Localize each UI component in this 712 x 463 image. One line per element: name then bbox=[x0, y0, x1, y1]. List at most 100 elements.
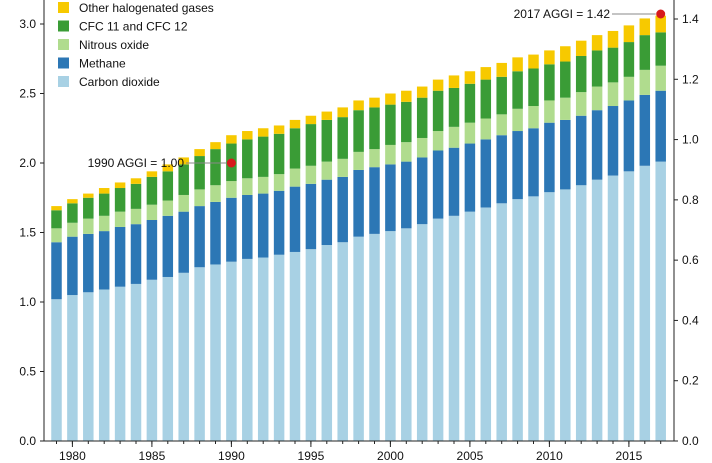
bar-segment-nitrous-oxide-1996 bbox=[321, 161, 333, 180]
bar-segment-carbon-dioxide-2006 bbox=[480, 207, 492, 441]
bar-segment-methane-1985 bbox=[146, 219, 158, 280]
annotation-marker bbox=[656, 9, 666, 19]
bar-segment-other-halogenated-gases-2007 bbox=[496, 62, 507, 77]
bar-segment-methane-1987 bbox=[178, 211, 189, 273]
bar-segment-methane-1982 bbox=[98, 231, 110, 290]
bar-segment-carbon-dioxide-2009 bbox=[528, 196, 539, 441]
bar-segment-carbon-dioxide-1979 bbox=[51, 299, 62, 441]
bar-segment-carbon-dioxide-1999 bbox=[369, 233, 380, 441]
bar-segment-cfc-11-and-cfc-12-1992 bbox=[257, 136, 269, 177]
bar-segment-nitrous-oxide-1980 bbox=[67, 222, 78, 237]
bar-segment-nitrous-oxide-1989 bbox=[210, 185, 221, 202]
bar-segment-carbon-dioxide-1993 bbox=[273, 254, 285, 441]
bar-layer bbox=[51, 15, 666, 442]
bar-segment-carbon-dioxide-2017 bbox=[655, 161, 666, 442]
bar-segment-other-halogenated-gases-1991 bbox=[242, 131, 253, 140]
bar-segment-other-halogenated-gases-1989 bbox=[210, 142, 221, 150]
bar-segment-nitrous-oxide-2000 bbox=[385, 144, 396, 165]
bar-segment-other-halogenated-gases-2005 bbox=[464, 71, 476, 84]
bar-segment-carbon-dioxide-2003 bbox=[432, 218, 444, 441]
bar-segment-cfc-11-and-cfc-12-2001 bbox=[401, 101, 412, 143]
right-tick-label: 0.4 bbox=[682, 313, 699, 327]
bar-segment-carbon-dioxide-1980 bbox=[67, 295, 78, 441]
bar-segment-carbon-dioxide-1998 bbox=[353, 236, 364, 441]
bar-segment-carbon-dioxide-2005 bbox=[464, 211, 476, 441]
left-tick-label: 2.0 bbox=[19, 156, 36, 170]
bar-segment-methane-1981 bbox=[83, 233, 94, 293]
bar-segment-cfc-11-and-cfc-12-2017 bbox=[655, 32, 666, 66]
bar-segment-carbon-dioxide-1987 bbox=[178, 272, 189, 441]
bar-segment-carbon-dioxide-1989 bbox=[210, 264, 221, 441]
bar-segment-other-halogenated-gases-1985 bbox=[146, 171, 158, 177]
bar-segment-other-halogenated-gases-1999 bbox=[369, 97, 380, 108]
bar-segment-other-halogenated-gases-2014 bbox=[607, 30, 619, 48]
x-tick-label: 2005 bbox=[457, 449, 484, 463]
bar-segment-methane-1988 bbox=[194, 206, 205, 268]
bar-segment-nitrous-oxide-1979 bbox=[51, 228, 62, 243]
annotation-label: 2017 AGGI = 1.42 bbox=[514, 7, 611, 21]
bar-segment-methane-1991 bbox=[242, 194, 253, 259]
bar-segment-other-halogenated-gases-2013 bbox=[591, 35, 603, 51]
bar-segment-carbon-dioxide-2008 bbox=[512, 199, 523, 441]
bar-segment-methane-1983 bbox=[114, 226, 126, 287]
annotation-marker bbox=[226, 158, 236, 168]
bar-segment-other-halogenated-gases-1994 bbox=[289, 119, 301, 129]
bar-segment-methane-2005 bbox=[464, 143, 476, 212]
bar-segment-other-halogenated-gases-2000 bbox=[385, 93, 396, 105]
bar-segment-carbon-dioxide-2002 bbox=[416, 224, 428, 441]
bar-segment-cfc-11-and-cfc-12-1984 bbox=[130, 183, 142, 209]
bar-segment-other-halogenated-gases-1986 bbox=[162, 164, 174, 172]
bar-segment-carbon-dioxide-2004 bbox=[448, 215, 460, 441]
legend-label: Other halogenated gases bbox=[79, 1, 214, 15]
bar-segment-other-halogenated-gases-1982 bbox=[98, 188, 110, 194]
bar-segment-carbon-dioxide-2015 bbox=[623, 171, 635, 441]
bar-segment-cfc-11-and-cfc-12-1999 bbox=[369, 107, 380, 150]
right-tick-label: 0.2 bbox=[682, 374, 699, 388]
bar-segment-cfc-11-and-cfc-12-2004 bbox=[448, 87, 460, 127]
bar-segment-nitrous-oxide-1987 bbox=[178, 194, 189, 212]
bar-segment-nitrous-oxide-1984 bbox=[130, 208, 142, 225]
bar-segment-carbon-dioxide-1994 bbox=[289, 251, 301, 441]
bar-segment-other-halogenated-gases-2010 bbox=[544, 50, 555, 65]
bar-segment-carbon-dioxide-2007 bbox=[496, 203, 507, 441]
bar-segment-nitrous-oxide-2010 bbox=[544, 100, 555, 123]
bar-segment-carbon-dioxide-2014 bbox=[607, 175, 619, 441]
bar-segment-other-halogenated-gases-1983 bbox=[114, 182, 126, 189]
bar-segment-methane-2009 bbox=[528, 128, 539, 197]
bar-segment-other-halogenated-gases-1987 bbox=[178, 157, 189, 165]
bar-segment-carbon-dioxide-1995 bbox=[305, 249, 317, 441]
bar-segment-cfc-11-and-cfc-12-2014 bbox=[607, 47, 619, 83]
bar-segment-other-halogenated-gases-2011 bbox=[560, 46, 571, 62]
bar-segment-other-halogenated-gases-1981 bbox=[83, 193, 94, 198]
bar-segment-cfc-11-and-cfc-12-1987 bbox=[178, 164, 189, 195]
bar-segment-methane-1996 bbox=[321, 179, 333, 246]
bar-segment-carbon-dioxide-2013 bbox=[591, 179, 603, 441]
bar-segment-methane-1984 bbox=[130, 224, 142, 284]
bar-segment-cfc-11-and-cfc-12-2007 bbox=[496, 76, 507, 115]
bar-segment-methane-1986 bbox=[162, 215, 174, 277]
bar-segment-cfc-11-and-cfc-12-1989 bbox=[210, 149, 221, 186]
bar-segment-nitrous-oxide-2014 bbox=[607, 82, 619, 107]
bar-segment-carbon-dioxide-1988 bbox=[194, 267, 205, 441]
bar-segment-nitrous-oxide-1999 bbox=[369, 149, 380, 168]
legend: Other halogenated gases CFC 11 and CFC 12… bbox=[58, 1, 214, 89]
bar-segment-cfc-11-and-cfc-12-2002 bbox=[416, 97, 428, 138]
legend-label: Methane bbox=[79, 57, 126, 71]
annotations-layer: 1990 AGGI = 1.00 2017 AGGI = 1.42 bbox=[88, 7, 666, 170]
bar-segment-carbon-dioxide-1992 bbox=[257, 257, 269, 441]
x-tick-label: 2010 bbox=[536, 449, 563, 463]
bar-segment-carbon-dioxide-2016 bbox=[639, 165, 651, 441]
left-tick-label: 1.5 bbox=[19, 226, 36, 240]
bar-segment-carbon-dioxide-2001 bbox=[401, 228, 412, 441]
left-tick-label: 2.5 bbox=[19, 87, 36, 101]
x-tick-label: 1995 bbox=[298, 449, 325, 463]
bar-segment-other-halogenated-gases-1995 bbox=[305, 115, 317, 125]
right-tick-label: 1.2 bbox=[682, 72, 699, 86]
legend-swatch-other-halogenated-gases bbox=[58, 2, 69, 13]
right-tick-label: 0.0 bbox=[682, 434, 699, 448]
right-tick-label: 1.4 bbox=[682, 12, 699, 26]
bar-segment-methane-2013 bbox=[591, 110, 603, 180]
bar-segment-other-halogenated-gases-1998 bbox=[353, 100, 364, 111]
legend-label: CFC 11 and CFC 12 bbox=[79, 20, 188, 34]
